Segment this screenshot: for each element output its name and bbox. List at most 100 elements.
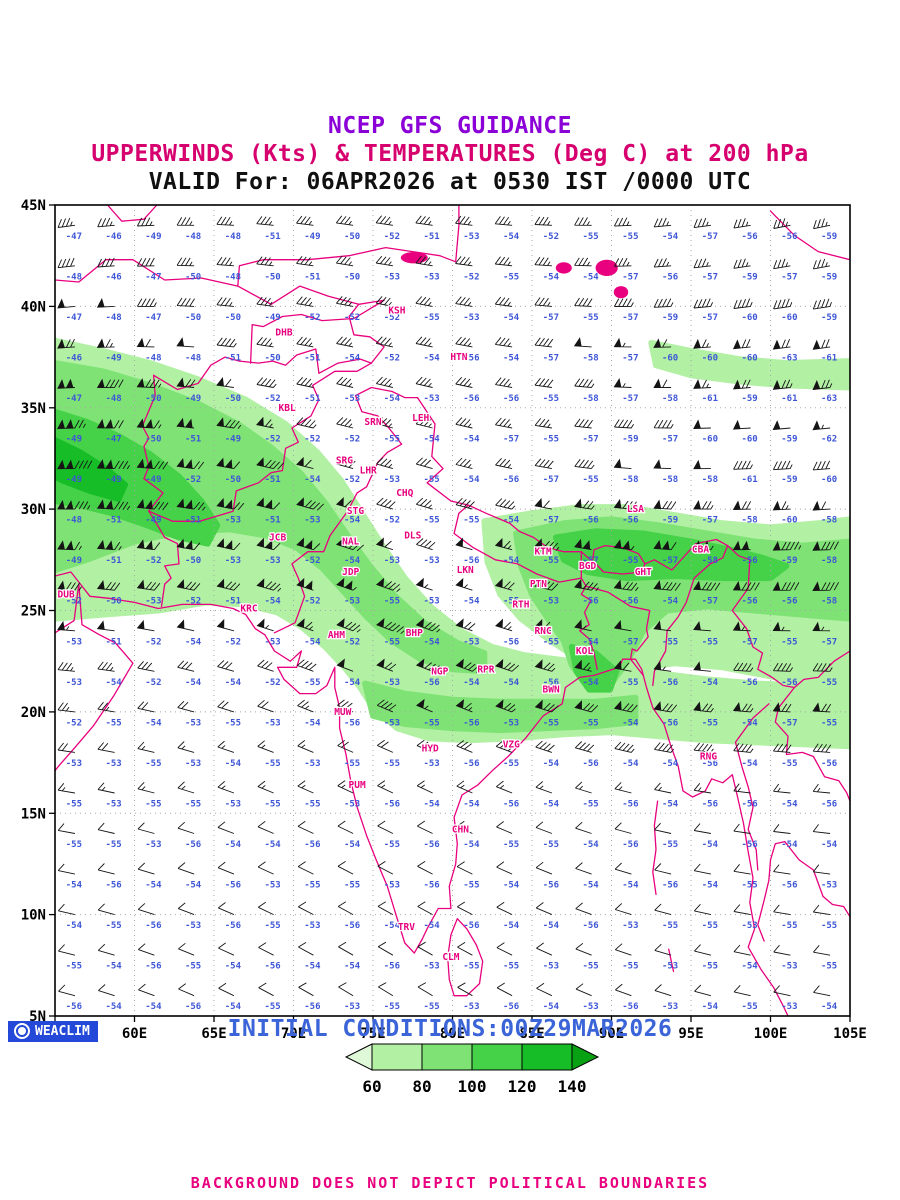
svg-text:-51: -51	[304, 353, 320, 363]
svg-text:-54: -54	[503, 921, 520, 931]
svg-text:-56: -56	[384, 962, 400, 972]
svg-text:-58: -58	[662, 475, 678, 485]
svg-text:-55: -55	[702, 718, 718, 728]
svg-text:-54: -54	[463, 840, 480, 850]
station-label-dhb: DHB	[275, 328, 292, 339]
svg-text:-57: -57	[741, 637, 757, 647]
svg-text:-54: -54	[503, 232, 520, 242]
svg-text:-63: -63	[781, 353, 797, 363]
svg-text:-53: -53	[66, 759, 82, 769]
svg-text:-46: -46	[105, 232, 121, 242]
station-label-vzg: VZG	[503, 739, 520, 750]
svg-text:-57: -57	[622, 313, 638, 323]
svg-text:-53: -53	[225, 516, 241, 526]
svg-text:-54: -54	[662, 759, 679, 769]
station-label-kbl: KBL	[279, 403, 296, 414]
svg-text:-54: -54	[145, 718, 162, 728]
svg-text:-54: -54	[423, 800, 440, 810]
svg-text:-54: -54	[384, 394, 401, 404]
svg-text:-57: -57	[702, 272, 718, 282]
isotach-shading-layer	[55, 337, 850, 750]
lake	[555, 262, 572, 274]
svg-text:-54: -54	[622, 759, 639, 769]
svg-text:-55: -55	[344, 759, 360, 769]
svg-text:-57: -57	[543, 516, 559, 526]
svg-text:-49: -49	[225, 435, 241, 445]
svg-text:-55: -55	[384, 840, 400, 850]
lon-axis-label: 105E	[833, 1026, 867, 1042]
svg-text:-55: -55	[384, 435, 400, 445]
svg-text:-55: -55	[145, 800, 161, 810]
svg-text:-57: -57	[702, 313, 718, 323]
svg-text:-53: -53	[423, 272, 439, 282]
svg-text:-49: -49	[145, 516, 161, 526]
svg-text:-52: -52	[304, 313, 320, 323]
svg-text:-57: -57	[503, 435, 519, 445]
svg-text:-54: -54	[702, 840, 719, 850]
svg-text:-53: -53	[384, 881, 400, 891]
svg-text:-53: -53	[304, 516, 320, 526]
svg-text:-56: -56	[662, 272, 678, 282]
svg-text:-56: -56	[423, 881, 439, 891]
station-label-dub: DUB	[58, 589, 75, 600]
svg-text:-55: -55	[463, 881, 479, 891]
svg-text:-57: -57	[781, 272, 797, 282]
svg-text:-57: -57	[543, 313, 559, 323]
svg-text:-51: -51	[304, 394, 320, 404]
chart-title-block: NCEP GFS GUIDANCE UPPERWINDS (Kts) & TEM…	[0, 112, 900, 196]
svg-text:-54: -54	[344, 840, 361, 850]
svg-text:-60: -60	[781, 313, 797, 323]
svg-text:-54: -54	[463, 475, 480, 485]
svg-text:-54: -54	[304, 718, 321, 728]
svg-text:-49: -49	[185, 394, 201, 404]
svg-text:-55: -55	[622, 556, 638, 566]
chart-title-model: NCEP GFS GUIDANCE	[328, 113, 572, 139]
svg-text:-56: -56	[463, 394, 479, 404]
svg-text:-60: -60	[662, 353, 678, 363]
svg-text:-54: -54	[543, 800, 560, 810]
svg-text:-53: -53	[821, 881, 837, 891]
svg-text:-57: -57	[821, 637, 837, 647]
legend-arrow-right	[571, 1043, 600, 1071]
station-label-lkn: LKN	[457, 565, 474, 576]
svg-text:-48: -48	[66, 516, 82, 526]
svg-text:-52: -52	[66, 718, 82, 728]
country-border	[769, 210, 850, 261]
station-label-ktm: KTM	[535, 547, 552, 558]
svg-text:-56: -56	[741, 556, 757, 566]
svg-text:-56: -56	[622, 800, 638, 810]
legend-segment	[471, 1043, 523, 1071]
svg-text:-55: -55	[264, 1002, 280, 1012]
svg-text:-53: -53	[582, 1002, 598, 1012]
svg-text:-57: -57	[582, 435, 598, 445]
svg-text:-56: -56	[463, 353, 479, 363]
axis-label-layer: 45N40N35N30N25N20N15N10N5N55E60E65E70E75…	[21, 198, 867, 1042]
svg-text:-51: -51	[105, 516, 121, 526]
svg-text:-53: -53	[423, 962, 439, 972]
svg-text:-52: -52	[225, 637, 241, 647]
svg-text:-52: -52	[344, 637, 360, 647]
svg-text:-58: -58	[821, 516, 837, 526]
svg-text:-54: -54	[503, 881, 520, 891]
svg-text:-55: -55	[423, 475, 439, 485]
svg-text:-52: -52	[344, 435, 360, 445]
svg-text:-52: -52	[185, 597, 201, 607]
svg-text:-55: -55	[622, 232, 638, 242]
svg-text:-55: -55	[622, 962, 638, 972]
svg-text:-56: -56	[741, 800, 757, 810]
svg-text:-51: -51	[225, 353, 241, 363]
svg-text:-53: -53	[304, 759, 320, 769]
svg-text:-53: -53	[781, 962, 797, 972]
svg-text:-49: -49	[66, 435, 82, 445]
svg-text:-53: -53	[225, 800, 241, 810]
svg-text:-55: -55	[105, 840, 121, 850]
svg-text:-52: -52	[304, 597, 320, 607]
svg-text:-55: -55	[185, 800, 201, 810]
svg-text:-57: -57	[543, 353, 559, 363]
svg-text:-55: -55	[543, 840, 559, 850]
svg-text:-54: -54	[622, 718, 639, 728]
legend-label: 120	[508, 1077, 537, 1096]
svg-text:-49: -49	[66, 556, 82, 566]
svg-text:-56: -56	[662, 881, 678, 891]
svg-text:-53: -53	[304, 921, 320, 931]
